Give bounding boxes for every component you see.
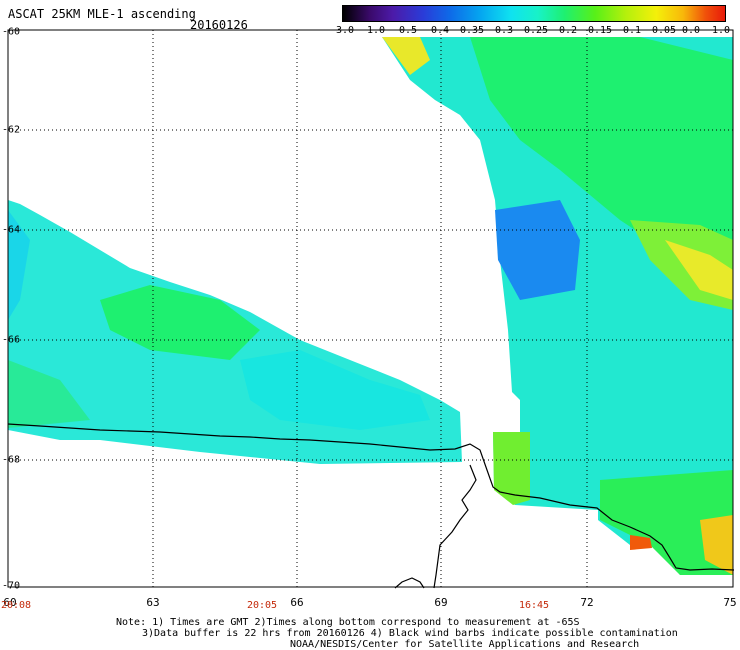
colorbar-label: -1.0: [360, 25, 386, 36]
swath-left-edge: [8, 210, 30, 320]
footer-note-1: Note: 1) Times are GMT 2)Times along bot…: [116, 617, 580, 628]
colorbar-label: 1.0: [711, 25, 731, 36]
lat-label: -62: [2, 124, 21, 136]
lon-label: 69: [434, 596, 448, 609]
time-label: 20:05: [246, 600, 278, 611]
swath-right-yellow: [665, 240, 733, 300]
lat-label: -64: [2, 224, 21, 236]
colorbar-label: -0.05: [645, 25, 677, 36]
swath-left-sw: [8, 360, 90, 428]
swath-right-wedge: [493, 432, 530, 505]
colorbar-label: -3.0: [329, 25, 355, 36]
lat-label: -68: [2, 454, 21, 466]
lon-label: 63: [146, 596, 160, 609]
colorbar-label: -0.3: [488, 25, 514, 36]
coastline-island: [394, 577, 425, 589]
lat-label: -70: [2, 580, 21, 592]
lon-label: 66: [290, 596, 304, 609]
time-label: 16:45: [518, 600, 550, 611]
swath-right-blue: [495, 200, 580, 300]
map-date: 20160126: [190, 18, 248, 32]
swath-right-se-orange: [630, 535, 652, 550]
map-title: ASCAT 25KM MLE-1 ascending: [8, 7, 196, 21]
lon-label: 75: [723, 596, 737, 609]
colorbar-label: -0.1: [616, 25, 642, 36]
map-frame: [7, 29, 734, 588]
grid-lines: [8, 30, 733, 587]
swath-left-green: [100, 285, 260, 360]
colorbar-label: -0.15: [581, 25, 613, 36]
time-label: 20:08: [0, 600, 32, 611]
footer-note-3: NOAA/NESDIS/Center for Satellite Applica…: [290, 639, 640, 650]
colorbar-label: -0.5: [392, 25, 418, 36]
data-swaths: [8, 37, 733, 575]
swath-right-se-yellow: [700, 515, 733, 575]
swath-left-cyan: [240, 350, 430, 430]
footer-note-2: 3)Data buffer is 22 hrs from 20160126 4)…: [142, 628, 678, 639]
lat-label: -66: [2, 334, 21, 346]
colorbar-label: -0.35: [453, 25, 485, 36]
colorbar: [342, 5, 726, 22]
coastline-path: [7, 423, 735, 571]
coastline: [7, 423, 735, 589]
colorbar-label: 0.0: [681, 25, 701, 36]
swath-right-corner: [382, 37, 430, 75]
lat-label: -60: [2, 26, 21, 38]
coastline-inlet: [433, 464, 477, 589]
swath-right-se: [600, 470, 733, 575]
colorbar-label: -0.25: [517, 25, 549, 36]
swath-right-green: [470, 37, 733, 260]
lon-label: 72: [580, 596, 594, 609]
colorbar-label: -0.4: [424, 25, 450, 36]
colorbar-label: -0.2: [552, 25, 578, 36]
lon-label: 60: [3, 596, 17, 609]
